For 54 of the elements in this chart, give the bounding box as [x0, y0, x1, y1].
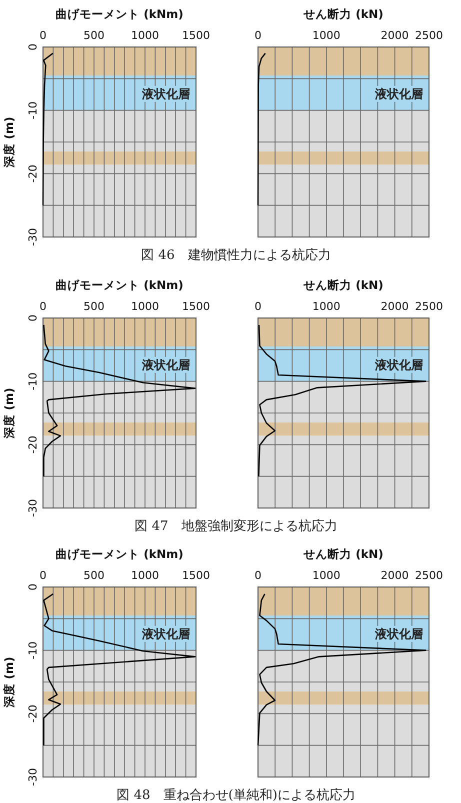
x-tick-label: 1000: [312, 29, 340, 42]
band-label: 液状化層: [141, 358, 190, 372]
x-tick-label: 1500: [182, 300, 210, 313]
band-label: 液状化層: [141, 86, 190, 101]
band-label: 液状化層: [141, 626, 190, 641]
y-tick-label: -10: [26, 372, 40, 390]
x-tick-label: 2000: [380, 300, 409, 313]
line-series: [42, 52, 54, 206]
x-tick-label: 0: [254, 569, 262, 582]
band-label: 液状化層: [374, 626, 423, 641]
x-tick-label: 1000: [312, 300, 340, 313]
x-tick-label: 2500: [415, 569, 443, 582]
caption: 図 47 地盤強制変形による杭応力: [134, 518, 338, 534]
y-tick-label: 0: [26, 314, 40, 322]
y-tick-label: -10: [26, 101, 40, 120]
x-tick-label: 500: [84, 569, 104, 582]
band-label: 液状化層: [374, 358, 423, 372]
line-series: [43, 593, 196, 746]
x-tick-label: 2500: [415, 300, 443, 313]
y-tick-label: -20: [26, 164, 40, 183]
x-tick-label: 0: [254, 300, 262, 313]
y-tick-label: -20: [26, 704, 40, 723]
x-tick-label: 1000: [312, 569, 340, 582]
x-tick-label: 1000: [131, 300, 159, 313]
x-axis-title: 曲げモーメント (kNm): [56, 7, 184, 21]
x-tick-label: 2000: [380, 569, 409, 582]
y-axis-title: 深度 (m): [2, 388, 16, 440]
y-tick-label: -20: [26, 436, 40, 454]
x-axis-title: せん断力 (kN): [302, 7, 384, 21]
caption: 図 48 重ね合わせ(単純和)による杭応力: [116, 787, 356, 803]
x-tick-label: 1000: [131, 29, 159, 42]
x-axis-title: 曲げモーメント (kNm): [56, 278, 184, 292]
line-series: [43, 324, 196, 477]
y-tick-label: 0: [26, 44, 40, 50]
y-tick-label: -30: [26, 499, 40, 517]
x-tick-label: 1000: [131, 569, 159, 582]
x-axis-title: 曲げモーメント (kNm): [56, 547, 184, 561]
y-tick-label: 0: [26, 584, 40, 590]
y-tick-label: -30: [26, 768, 40, 786]
y-axis-title: 深度 (m): [2, 116, 16, 168]
y-tick-label: -10: [26, 641, 40, 660]
band-label: 液状化層: [374, 86, 423, 101]
caption: 図 46 建物慣性力による杭応力: [141, 247, 331, 263]
y-tick-label: -30: [26, 228, 40, 246]
x-tick-label: 500: [84, 300, 104, 313]
x-tick-label: 500: [84, 29, 104, 42]
y-axis-title: 深度 (m): [2, 656, 16, 708]
x-tick-label: 1500: [182, 29, 210, 42]
x-tick-label: 2500: [415, 29, 443, 42]
x-tick-label: 0: [254, 29, 262, 42]
x-tick-label: 1500: [182, 569, 210, 582]
x-tick-label: 2000: [380, 29, 409, 42]
x-axis-title: せん断力 (kN): [302, 278, 384, 292]
x-axis-title: せん断力 (kN): [302, 547, 384, 561]
